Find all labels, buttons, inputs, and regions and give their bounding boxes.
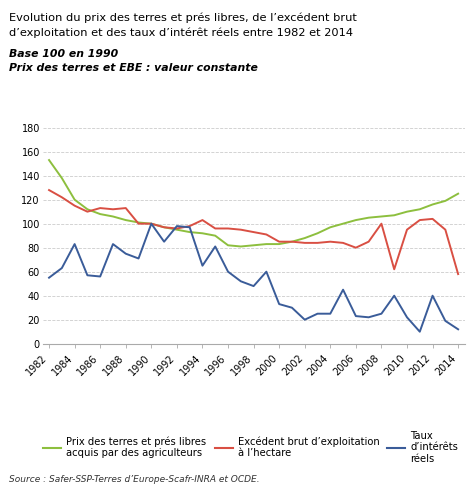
Text: Evolution du prix des terres et prés libres, de l’excédent brut: Evolution du prix des terres et prés lib… — [9, 12, 357, 23]
Text: Prix des terres et EBE : valeur constante: Prix des terres et EBE : valeur constant… — [9, 63, 258, 73]
Legend: Prix des terres et prés libres
acquis par des agriculteurs, Excédent brut d’expl: Prix des terres et prés libres acquis pa… — [44, 431, 458, 464]
Text: Base 100 en 1990: Base 100 en 1990 — [9, 49, 119, 59]
Text: d’exploitation et des taux d’intérêt réels entre 1982 et 2014: d’exploitation et des taux d’intérêt rée… — [9, 27, 354, 37]
Text: Source : Safer-SSP-Terres d’Europe-Scafr-INRA et OCDE.: Source : Safer-SSP-Terres d’Europe-Scafr… — [9, 475, 260, 484]
